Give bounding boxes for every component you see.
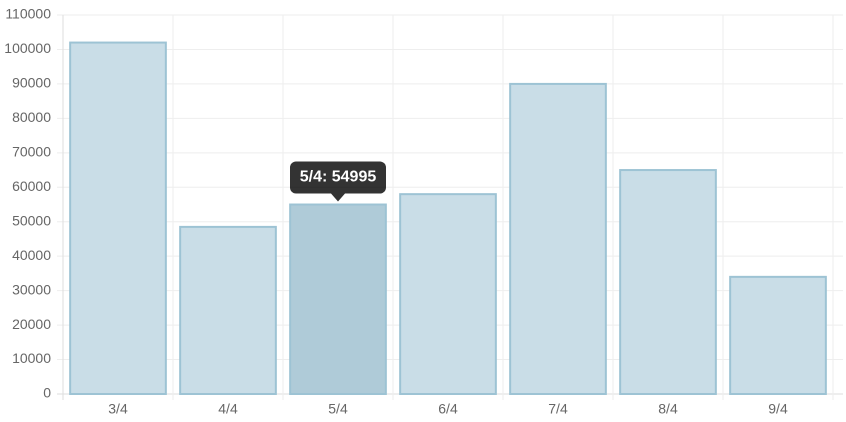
y-tick-label: 50000: [12, 212, 51, 228]
bar[interactable]: [289, 203, 387, 395]
y-tick-label: 80000: [12, 109, 51, 125]
y-tick-label: 30000: [12, 281, 51, 297]
y-tick-label: 110000: [5, 6, 51, 22]
bar[interactable]: [399, 193, 497, 395]
bar[interactable]: [509, 82, 607, 395]
y-tick-label: 10000: [12, 350, 51, 366]
y-tick-label: 100000: [4, 40, 51, 56]
x-tick-label: 7/4: [548, 401, 568, 417]
tooltip-box: [290, 161, 386, 194]
y-tick-label: 70000: [12, 144, 51, 160]
x-tick-label: 6/4: [438, 401, 458, 417]
y-tick-label: 0: [43, 385, 51, 401]
x-tick-label: 3/4: [108, 401, 128, 417]
bar[interactable]: [729, 275, 827, 396]
bar[interactable]: [69, 41, 167, 396]
y-tick-label: 90000: [12, 75, 51, 91]
x-tick-label: 9/4: [768, 401, 788, 417]
bar[interactable]: [619, 169, 717, 395]
bar[interactable]: [179, 225, 277, 395]
y-tick-label: 20000: [12, 316, 51, 332]
tooltip-arrow: [331, 193, 345, 202]
x-tick-label: 8/4: [658, 401, 678, 417]
tooltip: 5/4: 54995: [290, 161, 386, 202]
tooltip-text: 5/4: 54995: [300, 169, 377, 186]
x-tick-label: 5/4: [328, 401, 348, 417]
x-tick-label: 4/4: [218, 401, 238, 417]
y-tick-label: 60000: [12, 178, 51, 194]
y-tick-label: 40000: [12, 247, 51, 263]
